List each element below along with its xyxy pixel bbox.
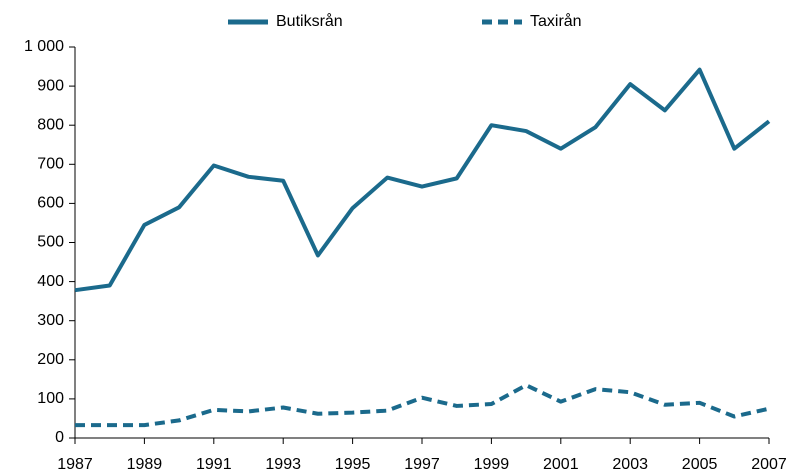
y-tick-label: 1 000: [24, 38, 64, 55]
y-tick-label: 800: [37, 116, 64, 133]
x-tick-label: 1993: [265, 456, 301, 473]
y-tick-label: 100: [37, 390, 64, 407]
y-tick-label: 700: [37, 156, 64, 173]
x-tick-label: 1989: [127, 456, 163, 473]
legend-label: Butiksrån: [276, 12, 343, 30]
legend-label: Taxirån: [530, 12, 582, 30]
x-tick-label: 1991: [196, 456, 232, 473]
y-tick-label: 0: [55, 429, 64, 446]
line-series: [75, 383, 770, 428]
x-tick-label: 1999: [474, 456, 510, 473]
y-tick-label: 300: [37, 312, 64, 329]
y-tick-label: 400: [37, 273, 64, 290]
x-tick-label: 1997: [404, 456, 440, 473]
line-series: [74, 67, 771, 293]
x-tick-label: 2003: [612, 456, 648, 473]
x-tick-label: 2007: [751, 456, 787, 473]
y-tick-label: 200: [37, 351, 64, 368]
y-tick-label: 500: [37, 234, 64, 251]
x-tick-label: 1987: [57, 456, 93, 473]
x-tick-label: 1995: [335, 456, 371, 473]
y-tick-label: 900: [37, 77, 64, 94]
x-tick-label: 2005: [682, 456, 718, 473]
y-tick-label: 600: [37, 195, 64, 212]
x-tick-label: 2001: [543, 456, 579, 473]
